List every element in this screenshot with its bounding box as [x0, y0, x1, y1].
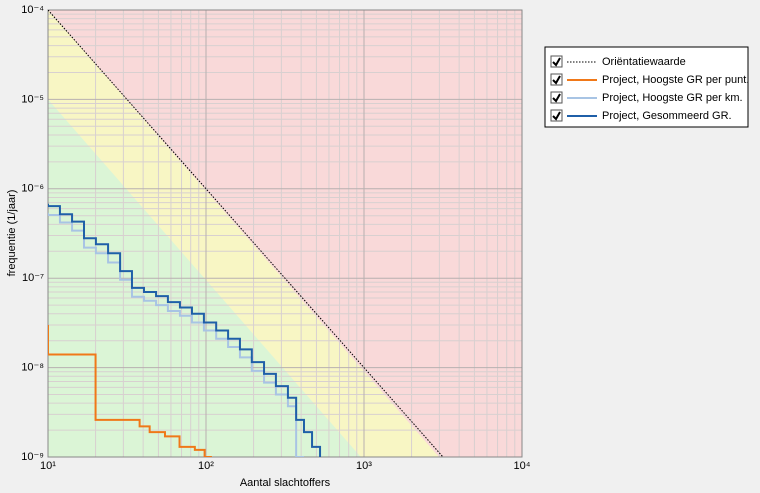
legend-label: Project, Hoogste GR per punt.	[602, 74, 749, 86]
y-tick-label: 10⁻⁹	[21, 451, 44, 463]
plot-area	[47, 9, 523, 458]
legend-checkbox[interactable]	[550, 109, 563, 122]
checkbox[interactable]	[550, 91, 563, 104]
y-tick-label: 10⁻⁴	[21, 4, 44, 16]
checkmark[interactable]	[552, 93, 561, 103]
y-tick-label: 10⁻⁷	[22, 272, 44, 284]
checkbox[interactable]	[550, 109, 563, 122]
legend-label: Project, Hoogste GR per km.	[602, 92, 743, 104]
checkbox[interactable]	[550, 55, 563, 68]
x-tick-label: 10³	[356, 460, 372, 472]
series-line	[48, 212, 304, 457]
y-tick-label: 10⁻⁵	[21, 93, 44, 105]
x-tick-label: 10¹	[40, 460, 56, 472]
y-tick-label: 10⁻⁸	[21, 362, 44, 374]
checkmark[interactable]	[552, 57, 561, 67]
x-tick-label: 10⁴	[514, 460, 531, 472]
legend-checkbox[interactable]	[550, 73, 563, 86]
legend-label: Oriëntatiewaarde	[602, 56, 686, 68]
checkmark[interactable]	[552, 75, 561, 85]
series-line	[48, 324, 212, 457]
x-tick-label: 10²	[198, 460, 214, 472]
legend-label: Project, Gesommeerd GR.	[602, 110, 732, 122]
checkmark[interactable]	[552, 111, 561, 121]
series-line	[48, 203, 322, 457]
y-axis-label: frequentie (1/jaar)	[6, 190, 18, 277]
x-axis-label: Aantal slachtoffers	[240, 477, 331, 489]
y-tick-label: 10⁻⁶	[21, 183, 44, 195]
checkbox[interactable]	[550, 73, 563, 86]
plot-border	[47, 9, 523, 458]
legend-box	[544, 46, 749, 128]
legend-checkbox[interactable]	[550, 55, 563, 68]
legend-checkbox[interactable]	[550, 91, 563, 104]
series-line	[48, 10, 444, 457]
